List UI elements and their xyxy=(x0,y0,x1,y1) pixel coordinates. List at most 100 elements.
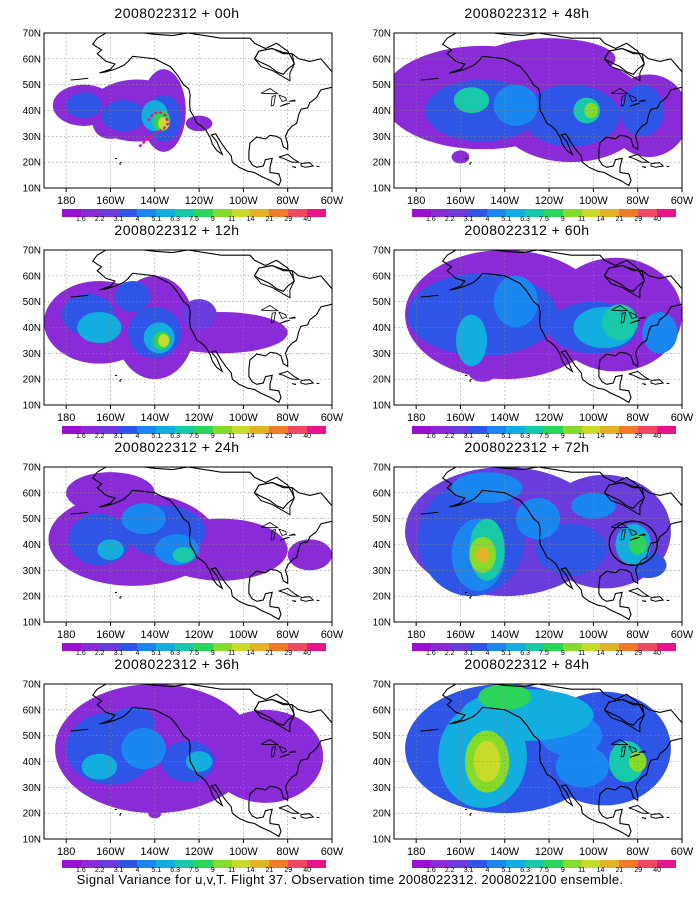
colorbar-label: 3.1 xyxy=(463,216,474,223)
lake-outline xyxy=(278,311,288,319)
colorbar-label: 4 xyxy=(135,650,140,657)
island-outline xyxy=(300,162,315,168)
coastline xyxy=(441,684,682,838)
variance-contour xyxy=(602,304,638,341)
lon-label: 60W xyxy=(670,629,694,641)
highlight-circle xyxy=(608,520,658,566)
colorbar-label: 5.1 xyxy=(501,650,512,657)
lon-labels: 180 160W 140W 120W 100W 80W 60W xyxy=(394,195,693,209)
colorbar-label: 6.3 xyxy=(520,216,531,223)
colorbar-cell xyxy=(193,860,213,868)
lat-label: 20N xyxy=(23,809,41,820)
colorbar-label: 2.2 xyxy=(94,433,105,440)
lat-label: 60N xyxy=(23,271,41,282)
colorbar-label: 21 xyxy=(265,650,274,657)
colorbar-cell xyxy=(468,426,488,434)
lon-label: 140W xyxy=(490,846,520,858)
colorbar-label: 14 xyxy=(246,433,255,440)
lon-label: 100W xyxy=(579,412,608,424)
colorbar-label: 1.6 xyxy=(75,650,86,657)
variance-contour xyxy=(571,492,616,519)
lon-label: 100W xyxy=(229,412,258,424)
lat-label: 50N xyxy=(23,731,41,742)
colorbar-label: 9 xyxy=(210,650,215,657)
lon-label: 60W xyxy=(320,195,344,207)
colorbar-label: 14 xyxy=(596,650,605,657)
island-outline xyxy=(628,587,651,597)
colorbar xyxy=(62,209,326,217)
colorbar-label: 1.6 xyxy=(425,650,436,657)
lat-label: 50N xyxy=(373,80,391,91)
island-outline xyxy=(628,153,651,163)
variance-contour xyxy=(185,115,213,132)
colorbar-cell xyxy=(487,426,507,434)
lat-label: 10N xyxy=(23,835,41,846)
lake-outline xyxy=(278,745,288,753)
colorbar-cell xyxy=(118,209,138,217)
island-outline xyxy=(650,162,665,168)
panel-title: 2008022312 + 36h xyxy=(114,656,240,672)
lon-label: 180 xyxy=(56,629,76,641)
colorbar-label: 7.5 xyxy=(189,867,199,874)
colorbar-cell xyxy=(619,860,639,868)
colorbar-cell xyxy=(412,209,431,217)
colorbar-cell xyxy=(175,643,194,651)
lat-label: 20N xyxy=(373,592,391,603)
colorbar-label: 11 xyxy=(578,216,586,223)
map-frame xyxy=(393,249,683,406)
colorbar-cell xyxy=(175,860,194,868)
lake-outline xyxy=(628,528,638,536)
lon-label: 100W xyxy=(579,629,608,641)
lake-outline xyxy=(270,745,277,758)
lake-outline xyxy=(260,305,280,312)
colorbar-label: 2.2 xyxy=(444,433,455,440)
coastline xyxy=(604,47,645,82)
colorbar-label: 9 xyxy=(560,216,565,223)
map-plot: 70N 60N 50N 40N 30N 20N 10N xyxy=(373,246,683,412)
colorbar-cell xyxy=(487,643,507,651)
colorbar-cell xyxy=(638,209,657,217)
colorbar-label: 14 xyxy=(596,867,605,874)
colorbar-label: 1.6 xyxy=(425,433,436,440)
colorbar-label: 5.1 xyxy=(501,867,512,874)
lat-label: 10N xyxy=(23,618,41,629)
map-frame xyxy=(43,249,333,406)
lat-label: 40N xyxy=(373,323,391,334)
lon-label: 140W xyxy=(490,412,520,424)
map-plot: 70N 60N 50N 40N 30N 20N 10N xyxy=(23,680,333,846)
island-outline xyxy=(650,596,665,602)
colorbar-cell xyxy=(231,426,251,434)
colorbar-label: 2.2 xyxy=(444,216,455,223)
map-plot: 70N 60N 50N 40N 30N 20N 10N xyxy=(23,29,333,195)
variance-contour xyxy=(114,281,151,312)
colorbar-label: 7.5 xyxy=(189,433,199,440)
lake-outline xyxy=(629,319,641,324)
colorbar-label: 29 xyxy=(634,433,643,440)
colorbar-cell xyxy=(212,426,232,434)
lon-label: 180 xyxy=(56,195,76,207)
colorbar-cell xyxy=(487,860,507,868)
coastline xyxy=(441,33,682,187)
lake-outline xyxy=(638,533,647,536)
colorbar-cell xyxy=(80,426,100,434)
colorbar-label: 7.5 xyxy=(539,433,549,440)
colorbar-label: 9 xyxy=(210,433,215,440)
lon-label: 80W xyxy=(276,195,299,207)
colorbar xyxy=(412,426,676,434)
colorbar-label: 29 xyxy=(634,650,643,657)
colorbar-cell xyxy=(62,643,81,651)
colorbar-cell xyxy=(600,209,620,217)
colorbar-label: 14 xyxy=(246,650,255,657)
lake-outline xyxy=(260,88,280,95)
colorbar-label: 6.3 xyxy=(520,433,531,440)
colorbar-cell xyxy=(506,209,526,217)
panel-title: 2008022312 + 84h xyxy=(464,656,590,672)
map-frame xyxy=(43,32,333,189)
colorbar-label: 4 xyxy=(485,216,490,223)
lake-outline xyxy=(628,745,638,753)
island-outline xyxy=(469,161,472,166)
lon-label: 60W xyxy=(320,629,344,641)
lon-label: 180 xyxy=(406,412,426,424)
colorbar-cell xyxy=(600,860,620,868)
lat-label: 30N xyxy=(23,783,41,794)
